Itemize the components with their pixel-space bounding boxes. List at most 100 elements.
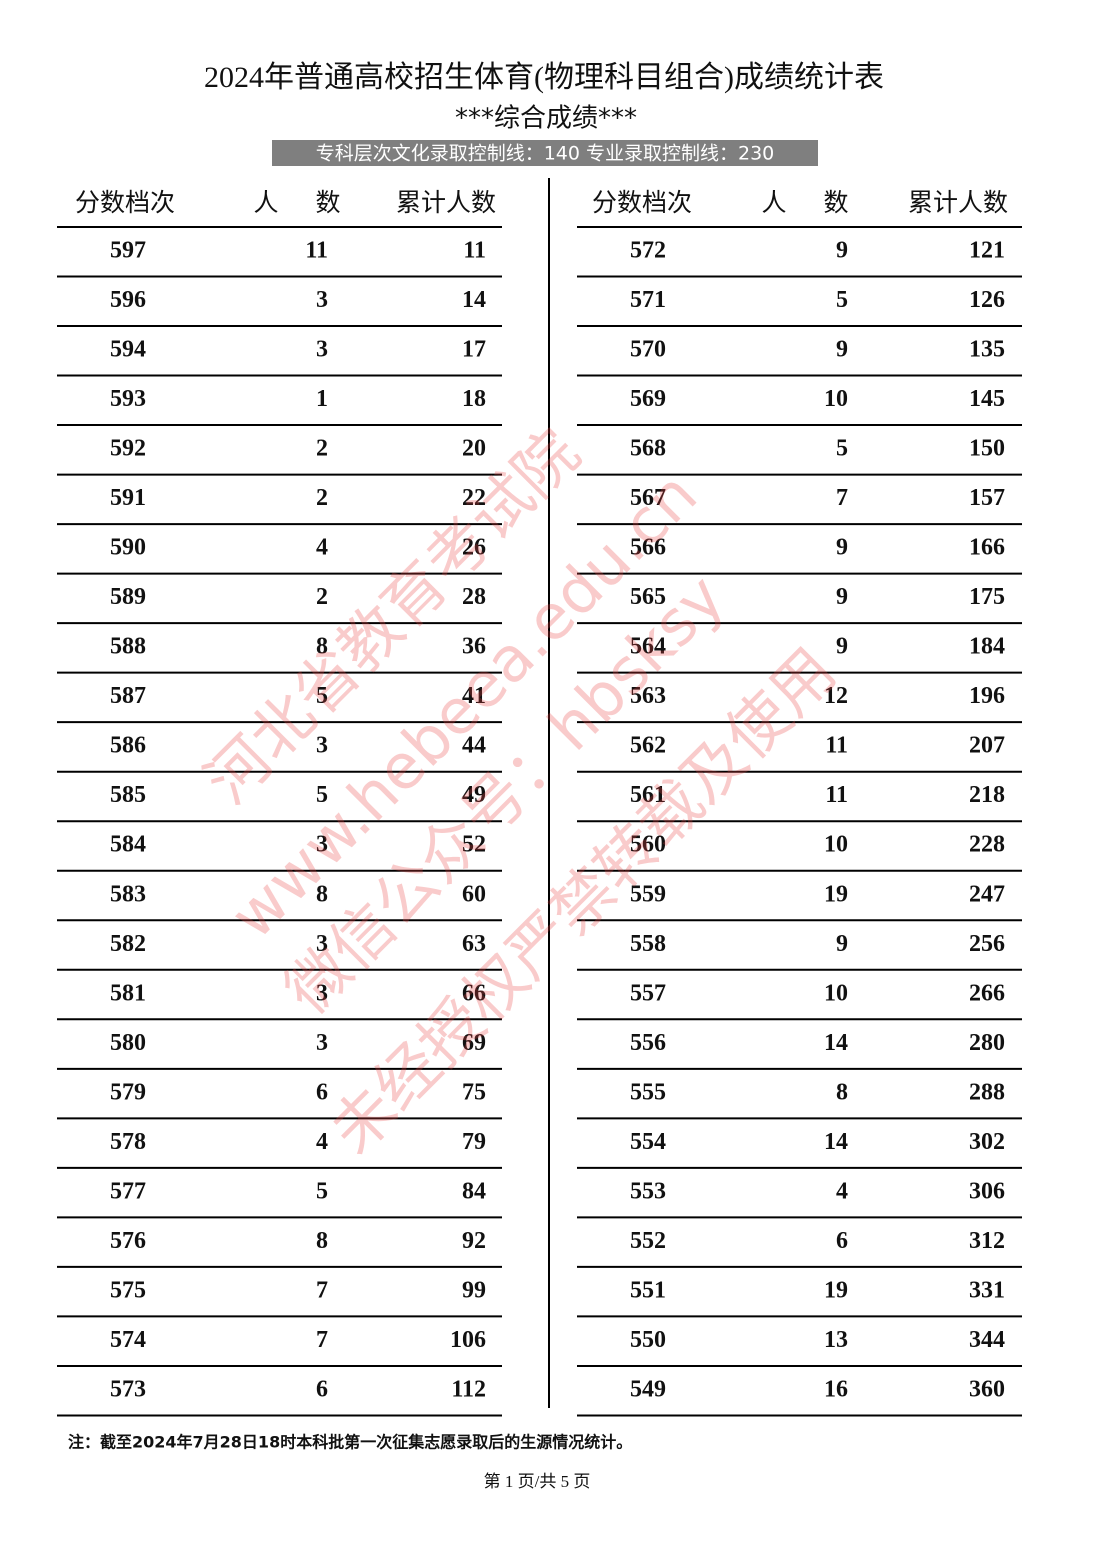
table-cell: 555 <box>630 1079 666 1105</box>
table-cell: 22 <box>462 485 486 511</box>
table-cell: 49 <box>462 782 486 808</box>
table-cell: 3 <box>316 337 328 363</box>
table-cell: 9 <box>836 535 848 561</box>
table-cell: 10 <box>824 980 848 1006</box>
table-cell: 28 <box>462 584 486 610</box>
table-cell: 580 <box>110 1030 146 1056</box>
table-cell: 196 <box>969 683 1005 709</box>
column-header: 人 数 <box>761 188 854 217</box>
table-cell: 331 <box>969 1277 1005 1303</box>
table-cell: 566 <box>630 535 666 561</box>
table-cell: 563 <box>630 683 666 709</box>
table-cell: 145 <box>969 386 1005 412</box>
table-cell: 60 <box>462 881 486 907</box>
table-cell: 4 <box>316 535 328 561</box>
table-cell: 16 <box>824 1376 848 1402</box>
table-cell: 583 <box>110 881 146 907</box>
table-cell: 17 <box>462 337 486 363</box>
table-cell: 5 <box>836 436 848 462</box>
footer: 第 1 页/共 5 页 <box>484 1472 591 1491</box>
table-cell: 596 <box>110 287 146 313</box>
table-cell: 99 <box>462 1277 486 1303</box>
table-cell: 576 <box>110 1228 146 1254</box>
note: 注：截至2024年7月28日18时本科批第一次征集志愿录取后的生源情况统计。 <box>68 1433 632 1452</box>
table-cell: 288 <box>969 1079 1005 1105</box>
table-cell: 570 <box>630 337 666 363</box>
table-cell: 256 <box>969 931 1005 957</box>
table-cell: 11 <box>825 733 848 759</box>
table-cell: 556 <box>630 1030 666 1056</box>
table-cell: 135 <box>969 337 1005 363</box>
table-cell: 558 <box>630 931 666 957</box>
table-cell: 228 <box>969 832 1005 858</box>
table-cell: 166 <box>969 535 1005 561</box>
banner: 专科层次文化录取控制线：140 专业录取控制线：230 <box>316 143 775 165</box>
table-cell: 579 <box>110 1079 146 1105</box>
table-cell: 20 <box>462 436 486 462</box>
table-cell: 561 <box>630 782 666 808</box>
table-cell: 112 <box>451 1376 486 1402</box>
table-cell: 592 <box>110 436 146 462</box>
table-cell: 7 <box>316 1327 328 1353</box>
table-cell: 9 <box>836 634 848 660</box>
table-cell: 2 <box>316 584 328 610</box>
table-cell: 8 <box>316 881 328 907</box>
table-cell: 1 <box>316 386 328 412</box>
table-cell: 175 <box>969 584 1005 610</box>
table-cell: 36 <box>462 634 486 660</box>
table-cell: 266 <box>969 980 1005 1006</box>
table-cell: 549 <box>630 1376 666 1402</box>
table-cell: 551 <box>630 1277 666 1303</box>
table-cell: 11 <box>463 238 486 264</box>
table-cell: 569 <box>630 386 666 412</box>
table-cell: 9 <box>836 238 848 264</box>
table-cell: 306 <box>969 1178 1005 1204</box>
table-cell: 344 <box>969 1327 1005 1353</box>
table-cell: 3 <box>316 287 328 313</box>
table-cell: 26 <box>462 535 486 561</box>
column-header: 分数档次 <box>592 188 692 217</box>
table-cell: 573 <box>110 1376 146 1402</box>
table-cell: 207 <box>969 733 1005 759</box>
table-cell: 3 <box>316 980 328 1006</box>
table-cell: 5 <box>836 287 848 313</box>
table-cell: 593 <box>110 386 146 412</box>
table-cell: 79 <box>462 1129 486 1155</box>
table-cell: 3 <box>316 832 328 858</box>
table-cell: 106 <box>450 1327 486 1353</box>
table-cell: 589 <box>110 584 146 610</box>
table-cell: 6 <box>316 1079 328 1105</box>
table-cell: 567 <box>630 485 666 511</box>
table-cell: 92 <box>462 1228 486 1254</box>
table-cell: 554 <box>630 1129 666 1155</box>
table-cell: 586 <box>110 733 146 759</box>
table-cell: 5 <box>316 683 328 709</box>
table-cell: 63 <box>462 931 486 957</box>
table-cell: 9 <box>836 337 848 363</box>
table-cell: 44 <box>462 733 486 759</box>
table-cell: 247 <box>969 881 1005 907</box>
table-cell: 52 <box>462 832 486 858</box>
table-cell: 150 <box>969 436 1005 462</box>
table-cell: 559 <box>630 881 666 907</box>
table-cell: 19 <box>824 1277 848 1303</box>
table-cell: 588 <box>110 634 146 660</box>
table-cell: 4 <box>316 1129 328 1155</box>
table-cell: 10 <box>824 386 848 412</box>
table-cell: 302 <box>969 1129 1005 1155</box>
table-cell: 571 <box>630 287 666 313</box>
table-cell: 75 <box>462 1079 486 1105</box>
table-cell: 8 <box>836 1079 848 1105</box>
table-cell: 84 <box>462 1178 486 1204</box>
table-cell: 10 <box>824 832 848 858</box>
table-cell: 577 <box>110 1178 146 1204</box>
table-cell: 13 <box>824 1327 848 1353</box>
table-cell: 553 <box>630 1178 666 1204</box>
table-cell: 280 <box>969 1030 1005 1056</box>
table-cell: 8 <box>316 634 328 660</box>
table-cell: 564 <box>630 634 666 660</box>
table-cell: 18 <box>462 386 486 412</box>
